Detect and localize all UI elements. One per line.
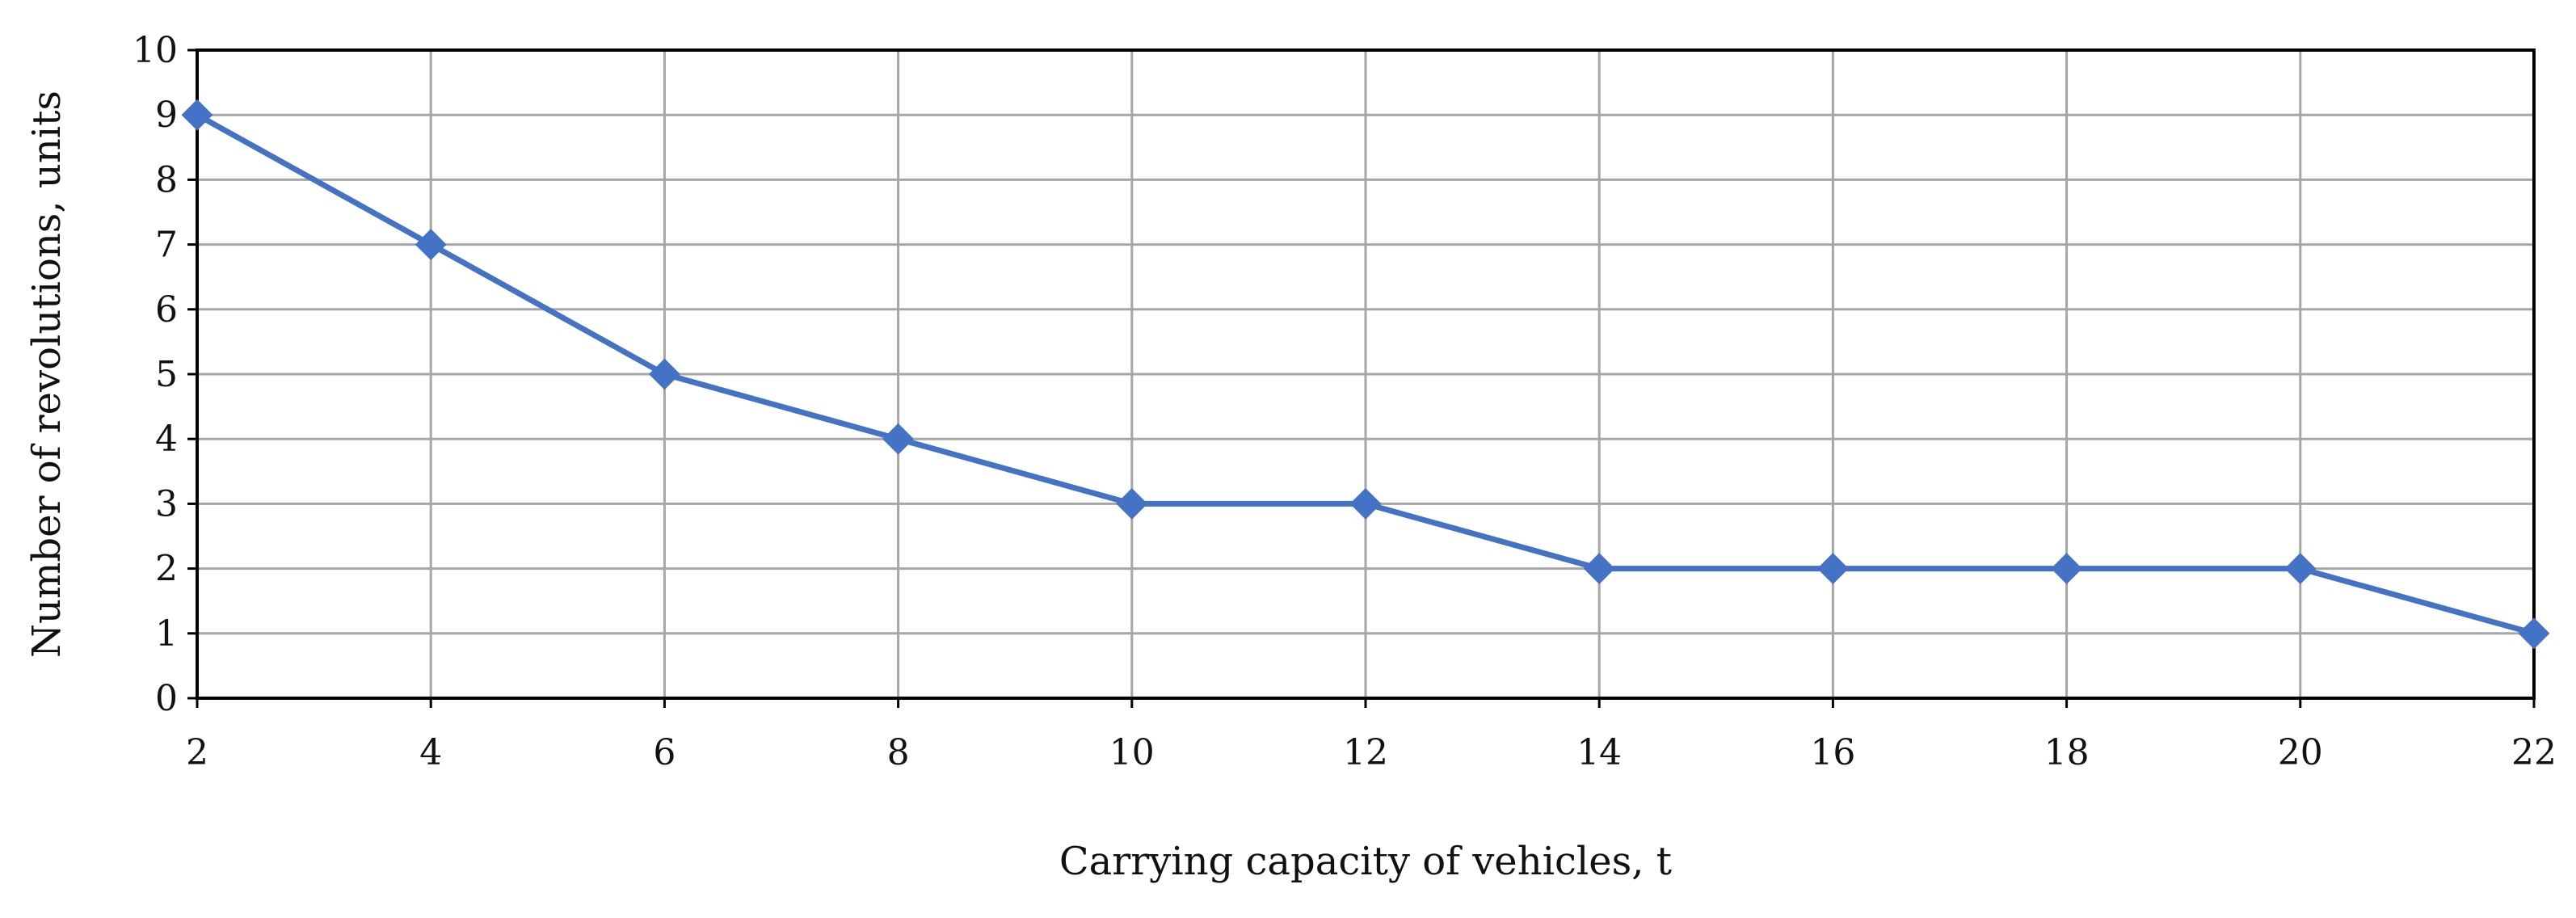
data-point-marker: [415, 229, 447, 261]
y-tick-label: 6: [155, 289, 178, 331]
series-layer: [181, 99, 2550, 650]
x-tick-label: 6: [653, 732, 676, 773]
data-point-marker: [1349, 487, 1382, 520]
y-tick-label: 5: [155, 354, 178, 395]
grid: [196, 48, 2536, 700]
x-tick-label: 20: [2278, 732, 2323, 773]
data-point-marker: [1116, 487, 1148, 520]
data-point-marker: [2284, 553, 2317, 585]
x-tick-label: 4: [419, 732, 442, 773]
y-tick-label: 7: [155, 225, 178, 266]
data-point-marker: [1583, 553, 1615, 585]
y-tick-label: 1: [155, 613, 178, 655]
data-point-marker: [648, 358, 680, 390]
x-tick-label: 18: [2044, 732, 2090, 773]
y-axis-title: Number of revolutions, units: [24, 91, 69, 658]
x-axis-title: Carrying capacity of vehicles, t: [1059, 839, 1672, 884]
y-tick-label: 10: [133, 30, 178, 71]
data-point-marker: [1816, 553, 1849, 585]
x-tick-label: 16: [1810, 732, 1855, 773]
x-tick-label: 12: [1343, 732, 1388, 773]
y-tick-label: 9: [155, 95, 178, 136]
data-point-marker: [181, 99, 213, 131]
x-tick-label: 22: [2511, 732, 2557, 773]
data-point-marker: [882, 423, 915, 455]
y-tick-label: 4: [155, 419, 178, 460]
x-tick-label: 2: [186, 732, 208, 773]
data-point-marker: [2518, 617, 2550, 650]
x-tick-label: 14: [1576, 732, 1622, 773]
data-point-marker: [2051, 553, 2083, 585]
y-tick-label: 8: [155, 159, 178, 200]
y-tick-label: 3: [155, 483, 178, 524]
y-tick-label: 2: [155, 549, 178, 590]
y-tick-label: 0: [155, 678, 178, 719]
x-tick-label: 10: [1109, 732, 1155, 773]
x-tick-label: 8: [887, 732, 910, 773]
axis-ticks: [187, 48, 2536, 708]
